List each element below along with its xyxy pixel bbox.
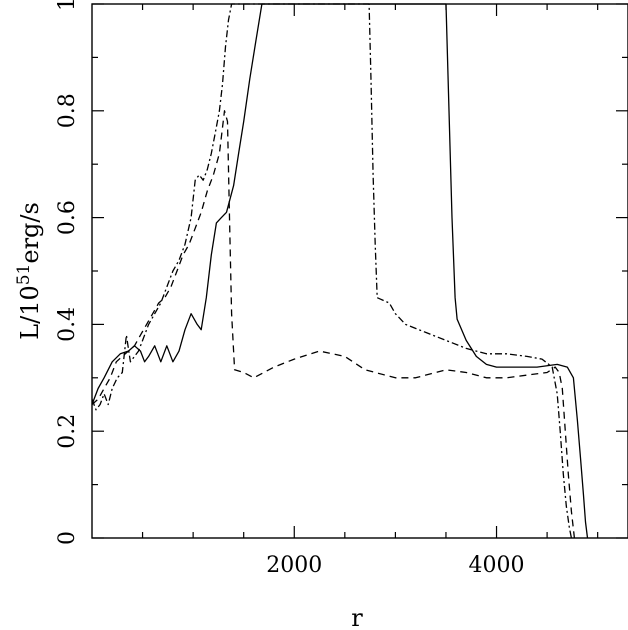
- y-axis-label-exponent: 51: [14, 264, 34, 286]
- y-tick-label: 0.6: [55, 200, 80, 235]
- x-tick-label: 4000: [469, 553, 525, 578]
- x-tick-label: 2000: [266, 553, 322, 578]
- y-axis-label-main: L/10: [16, 285, 44, 340]
- y-axis-label-unit: erg/s: [16, 202, 44, 263]
- y-axis-label: L/1051erg/s: [14, 202, 44, 340]
- x-axis-label: r: [351, 604, 363, 630]
- series-group: [91, 3, 589, 539]
- y-tick-label: 1: [55, 0, 80, 11]
- series-line-solid: [91, 3, 589, 539]
- y-tick-label: 0.8: [55, 93, 80, 128]
- ticks-group: 2000 4000 0 0.2 0.4 0.6 0.8 1: [55, 0, 628, 578]
- series-line-dashed: [91, 110, 576, 539]
- y-tick-label: 0.4: [55, 307, 80, 342]
- y-tick-label: 0: [55, 531, 80, 545]
- series-line-dashdot: [91, 3, 573, 539]
- plot-frame: [91, 3, 628, 539]
- y-tick-label: 0.2: [55, 414, 80, 449]
